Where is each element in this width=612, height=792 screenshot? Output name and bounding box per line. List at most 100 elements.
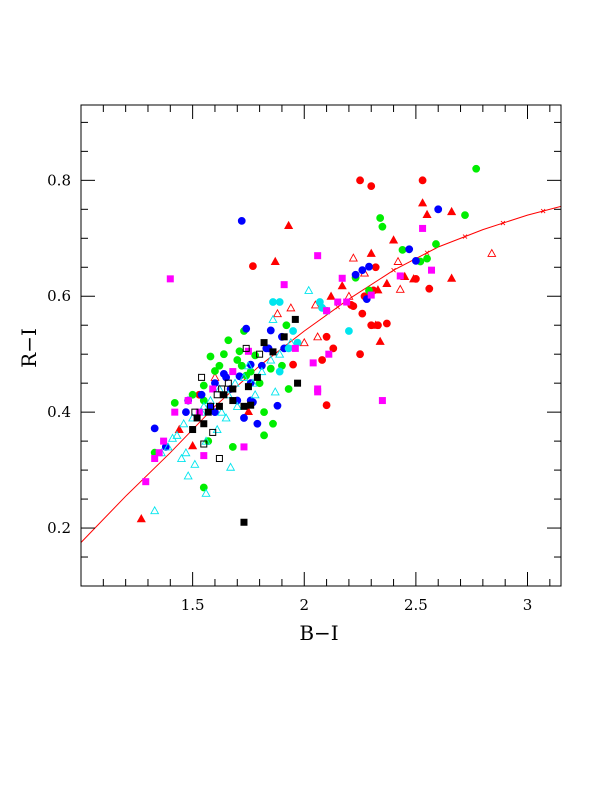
data-point-red-circle bbox=[367, 182, 376, 191]
data-point-magenta-square bbox=[291, 344, 299, 352]
data-point-blue-circle bbox=[358, 266, 367, 275]
data-point-cyan-triangle bbox=[270, 387, 280, 396]
data-point-blue-circle bbox=[253, 419, 262, 428]
data-point-red-triangle bbox=[286, 303, 296, 312]
data-point-blue-circle bbox=[237, 217, 246, 225]
data-point-green-circle bbox=[269, 419, 277, 428]
data-point-black-square bbox=[206, 402, 214, 410]
data-point-red-triangle bbox=[375, 336, 385, 345]
data-point-magenta-square bbox=[184, 397, 192, 405]
data-point-black-square bbox=[240, 402, 248, 410]
data-point-red-circle bbox=[289, 360, 297, 369]
x-tick-label: 2 bbox=[299, 596, 309, 614]
data-point-black-square bbox=[200, 420, 208, 428]
data-point-green-circle bbox=[260, 408, 268, 417]
data-point-red-triangle bbox=[174, 424, 184, 434]
data-point-blue-circle bbox=[273, 401, 282, 410]
data-point-cyan-triangle bbox=[268, 314, 278, 323]
plot-frame bbox=[80, 104, 562, 587]
curve-marker bbox=[391, 267, 396, 273]
data-point-magenta-square bbox=[166, 275, 174, 283]
data-point-magenta-square bbox=[314, 388, 322, 396]
data-point-red-triangle bbox=[348, 253, 358, 262]
data-point-blue-circle bbox=[219, 369, 228, 378]
data-point-black-square bbox=[294, 379, 302, 387]
data-point-red-triangle bbox=[243, 406, 254, 416]
data-point-magenta-square bbox=[428, 266, 436, 274]
data-point-magenta-square bbox=[200, 452, 208, 460]
data-point-green-circle bbox=[423, 254, 431, 263]
data-point-red-triangle bbox=[418, 198, 428, 207]
data-point-red-circle bbox=[322, 401, 331, 410]
data-point-cyan-circle bbox=[345, 327, 353, 335]
data-point-cyan-triangle bbox=[217, 407, 227, 416]
curve-marker bbox=[500, 220, 506, 226]
data-point-blue-circle bbox=[240, 414, 248, 422]
data-point-green-circle bbox=[199, 483, 208, 492]
data-point-red-circle bbox=[356, 176, 364, 185]
data-point-green-circle bbox=[206, 352, 215, 361]
data-point-black-square bbox=[191, 408, 199, 416]
data-point-blue-circle bbox=[266, 326, 275, 335]
data-point-black-square bbox=[224, 379, 232, 387]
data-point-blue-circle bbox=[197, 390, 206, 399]
data-point-black-square bbox=[260, 339, 268, 347]
data-points-layer bbox=[136, 164, 497, 526]
y-axis-title: R−I bbox=[17, 328, 41, 368]
data-point-blue-circle bbox=[150, 424, 159, 433]
data-point-magenta-square bbox=[378, 397, 386, 405]
data-point-black-square bbox=[204, 408, 212, 416]
data-point-red-triangle bbox=[270, 256, 280, 265]
data-point-black-square bbox=[229, 385, 237, 393]
data-point-magenta-square bbox=[419, 224, 427, 232]
data-point-red-triangle bbox=[313, 332, 323, 341]
data-point-green-circle bbox=[284, 385, 293, 393]
data-point-red-triangle bbox=[487, 248, 497, 257]
data-point-black-square bbox=[242, 344, 250, 352]
data-point-green-circle bbox=[251, 351, 260, 360]
data-point-green-circle bbox=[188, 390, 197, 399]
data-point-magenta-square bbox=[229, 368, 237, 376]
data-point-black-square bbox=[229, 397, 237, 405]
data-point-black-square bbox=[244, 383, 252, 391]
data-point-magenta-square bbox=[334, 298, 342, 306]
data-point-red-circle bbox=[358, 309, 367, 318]
data-point-red-triangle bbox=[371, 320, 381, 329]
data-point-magenta-square bbox=[142, 478, 150, 486]
data-point-red-circle bbox=[322, 332, 331, 341]
data-point-magenta-square bbox=[309, 359, 317, 367]
data-point-black-square bbox=[269, 348, 277, 356]
curve-marker bbox=[540, 208, 546, 214]
data-point-cyan-triangle bbox=[286, 337, 296, 347]
model-curve-layer bbox=[81, 205, 561, 543]
data-point-cyan-triangle bbox=[266, 355, 276, 364]
data-point-magenta-square bbox=[160, 437, 168, 445]
data-point-cyan-triangle bbox=[183, 471, 193, 480]
data-point-cyan-triangle bbox=[199, 401, 209, 410]
data-point-cyan-triangle bbox=[176, 453, 187, 462]
data-point-cyan-triangle bbox=[179, 419, 189, 428]
data-point-blue-circle bbox=[235, 372, 244, 381]
data-point-magenta-square bbox=[171, 408, 179, 416]
data-point-green-circle bbox=[224, 336, 233, 345]
data-point-blue-circle bbox=[434, 205, 443, 214]
curve-marker bbox=[335, 304, 341, 310]
data-point-black-square bbox=[240, 518, 248, 526]
data-point-red-triangle bbox=[344, 291, 354, 300]
data-point-red-triangle bbox=[447, 273, 457, 282]
y-tick-label: 0.8 bbox=[47, 171, 71, 189]
x-tick-label: 1.5 bbox=[181, 596, 205, 614]
curve-marker bbox=[462, 234, 468, 239]
data-point-green-circle bbox=[461, 211, 469, 220]
data-point-black-square bbox=[193, 414, 201, 422]
data-point-magenta-square bbox=[151, 455, 159, 463]
data-point-blue-circle bbox=[257, 361, 266, 370]
data-point-black-square bbox=[200, 440, 208, 448]
data-point-magenta-square bbox=[209, 385, 217, 393]
data-point-magenta-square bbox=[280, 281, 288, 289]
data-point-cyan-triangle bbox=[257, 366, 267, 376]
data-point-cyan-triangle bbox=[201, 488, 211, 497]
data-point-green-circle bbox=[219, 350, 228, 359]
data-point-cyan-circle bbox=[275, 298, 284, 306]
